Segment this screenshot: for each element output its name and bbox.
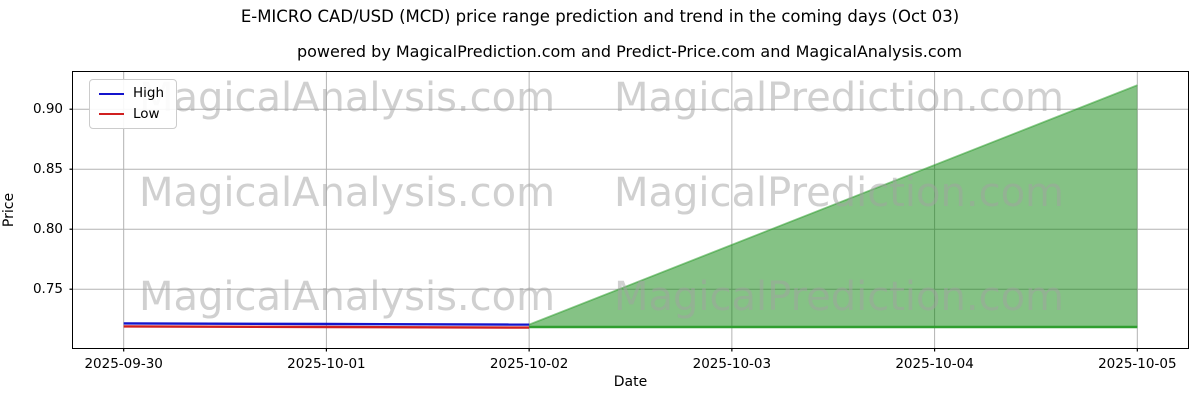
legend-item-high: High [99,85,165,101]
x-tick-label: 2025-10-05 [1098,356,1177,372]
x-tick-label: 2025-10-01 [287,356,366,372]
y-axis-label: Price [1,192,17,228]
legend-high-label: High [133,85,165,101]
high-line [123,322,530,326]
x-tick-label: 2025-10-02 [489,356,569,372]
x-tick-label: 2025-10-04 [895,356,974,372]
legend-item-low: Low [99,105,164,122]
x-tick-label: 2025-09-30 [84,356,163,372]
figure-title: E-MICRO CAD/USD (MCD) price range predic… [240,7,960,26]
y-tick-label: 0.80 [32,221,63,238]
low-line [123,325,530,329]
legend-high-swatch [99,92,124,95]
x-axis-label: Date [613,374,648,390]
x-tick-label: 2025-10-03 [692,356,772,372]
y-tick-label: 0.85 [32,161,63,178]
plot-area: MagicalAnalysis.com MagicalPrediction.co… [1,71,1189,390]
chart-canvas [69,72,1188,352]
legend: High Low [89,79,178,129]
y-tick-label: 0.75 [32,281,63,298]
legend-low-label: Low [133,105,160,122]
y-tick-label: 0.90 [32,101,63,118]
figure-subtitle: powered by MagicalPrediction.com and Pre… [296,42,963,61]
prediction-band-top-edge [528,84,1138,326]
legend-low-swatch [99,113,124,116]
